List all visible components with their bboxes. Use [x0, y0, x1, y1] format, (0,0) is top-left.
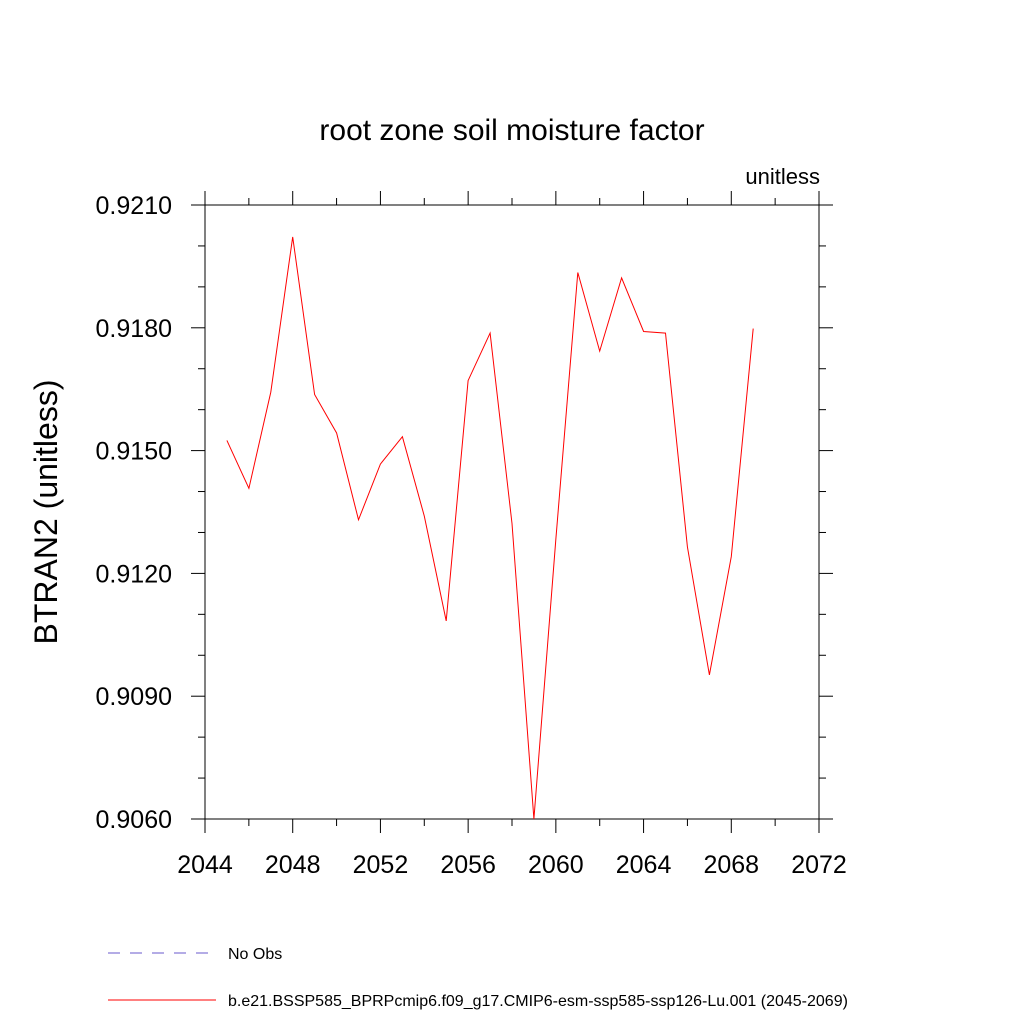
- y-tick-label: 0.9060: [96, 806, 172, 834]
- plot-frame: [204, 204, 820, 820]
- chart-title: root zone soil moisture factor: [319, 114, 704, 147]
- legend-label-no-obs: No Obs: [228, 946, 282, 963]
- x-tick-label: 2052: [353, 851, 409, 879]
- x-tick-label: 2060: [528, 851, 584, 879]
- y-axis-ticks: 0.9060 0.9090 0.9120 0.9150 0.9180 0.9210: [96, 192, 833, 834]
- y-tick-label: 0.9090: [96, 683, 172, 711]
- series-line: [226, 236, 754, 820]
- y-tick-label: 0.9150: [96, 438, 172, 466]
- series-layer: [226, 236, 754, 820]
- y-tick-label: 0.9120: [96, 560, 172, 588]
- x-tick-label: 2072: [791, 851, 847, 879]
- x-tick-label: 2068: [703, 851, 759, 879]
- units-label: unitless: [745, 164, 820, 189]
- x-tick-label: 2064: [616, 851, 672, 879]
- legend: No Obs b.e21.BSSP585_BPRPcmip6.f09_g17.C…: [108, 946, 848, 1010]
- x-tick-label: 2044: [177, 851, 233, 879]
- y-axis-label: BTRAN2 (unitless): [28, 380, 64, 645]
- y-tick-label: 0.9180: [96, 315, 172, 343]
- x-tick-label: 2048: [265, 851, 321, 879]
- y-tick-label: 0.9210: [96, 192, 172, 220]
- x-axis-ticks: 2044 2048 2052 2056 2060 2064 2068 2072: [177, 191, 847, 879]
- x-tick-label: 2056: [440, 851, 496, 879]
- legend-label-model-run: b.e21.BSSP585_BPRPcmip6.f09_g17.CMIP6-es…: [228, 993, 848, 1010]
